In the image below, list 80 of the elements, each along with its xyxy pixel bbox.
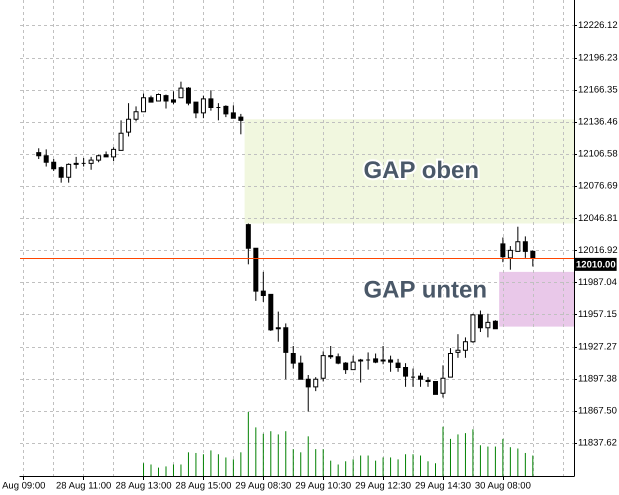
y-tick-label: 12196.23 [578,52,618,64]
candlestick [373,353,378,364]
candlestick [328,345,334,360]
candlestick [290,345,296,370]
candlestick [51,158,56,172]
candlestick [403,362,408,388]
x-tick-label: 30 Aug 08:00 [474,480,531,492]
candlestick [170,90,176,105]
y-tick-label: 12166.35 [578,84,618,96]
candlestick [200,95,206,119]
candlestick [74,156,79,170]
y-tick-label: 12016.92 [578,244,618,256]
candlestick [223,104,228,118]
candlestick [388,355,394,372]
candlestick [350,355,356,370]
candlestick [58,166,64,184]
candlestick [396,358,401,372]
candlestick [485,313,490,338]
candlestick [66,162,72,184]
y-tick-label: 11927.27 [578,341,617,352]
y-tick-label: 11987.04 [578,277,617,288]
candlestick [343,362,348,374]
x-tick-label: 29 Aug 14:30 [414,480,471,492]
candlestick [448,348,453,378]
candlestick [508,246,513,270]
y-tick-label: 12076.69 [578,180,618,192]
candlestick [260,271,266,302]
candlestick [380,345,386,365]
candlestick [36,148,42,160]
candlestick [118,120,124,151]
y-tick-label: 12046.81 [578,212,618,224]
y-tick-label: 12136.46 [578,116,618,128]
candlestick [426,376,431,388]
candlestick [320,350,326,382]
candlestick [134,106,139,122]
candlestick [193,102,198,119]
candlestick [230,104,236,119]
candlestick [141,92,146,112]
candlestick [336,353,341,365]
candlestick [418,372,424,388]
candlestick [455,334,460,358]
candlestick [163,94,168,110]
candlestick [306,374,311,412]
candlestick [276,311,281,342]
candlestick [478,310,483,333]
x-tick-label: 29 Aug 10:30 [295,480,352,492]
x-tick-label: 29 Aug 12:30 [355,480,412,492]
band-label: GAP oben [363,156,480,184]
candlestick [462,336,468,358]
ref-line-label: 12010.00 [576,259,616,270]
candlestick [298,355,304,380]
candlestick [208,90,214,112]
candlestick [88,156,94,170]
candlestick [186,86,191,106]
y-tick-label: 11837.62 [578,438,617,449]
candlestick [440,364,446,398]
candlestick [111,146,116,162]
x-tick-label: 28 Aug 15:00 [175,480,232,492]
y-tick-label: 12106.58 [578,148,618,160]
x-tick-label: Aug 09:00 [2,480,46,492]
candlestick [433,380,438,395]
x-tick-label: 29 Aug 08:30 [235,480,292,492]
candlestick [178,81,184,98]
candlestick [522,236,528,258]
candlestick [313,376,318,392]
candlestick [358,358,364,384]
x-tick-label: 28 Aug 13:00 [116,480,172,492]
y-tick-label: 11867.50 [578,405,617,416]
candlestick [500,236,506,263]
candlestick [238,113,244,135]
y-tick-label: 11957.15 [578,309,617,320]
y-tick-label: 12226.12 [578,20,618,32]
candlestick [44,148,49,168]
candlestick [246,222,251,265]
candlestick [126,102,132,137]
y-tick-label: 11897.38 [578,373,617,384]
candlestick [515,226,520,252]
candlestick [530,250,536,267]
band-label: GAP unten [363,276,488,304]
x-tick-label: 28 Aug 11:00 [56,480,112,492]
